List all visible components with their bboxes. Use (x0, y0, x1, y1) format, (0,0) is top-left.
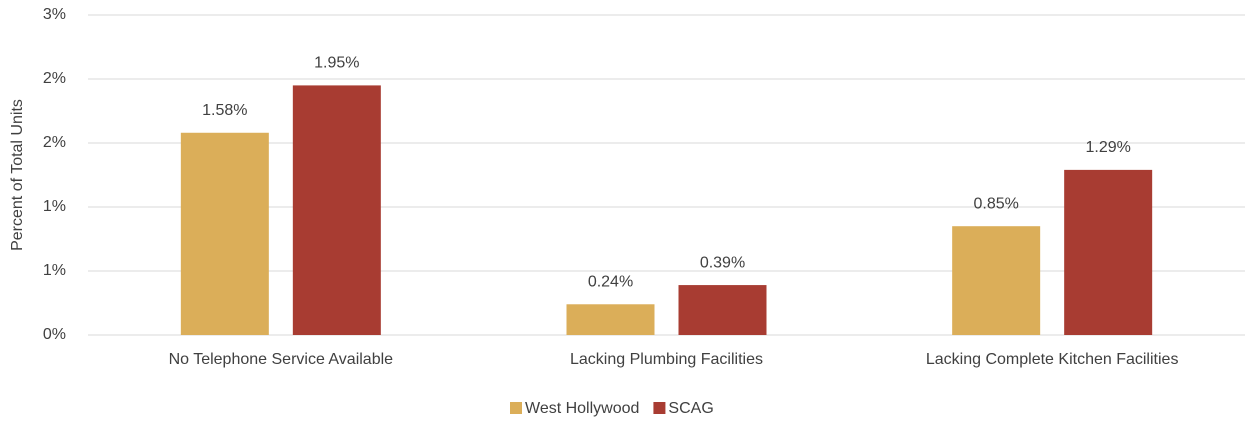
legend-label: West Hollywood (525, 400, 639, 417)
y-tick-label: 0% (43, 326, 66, 343)
bar (180, 132, 269, 335)
y-tick-label: 3% (43, 6, 66, 23)
y-axis-label: Percent of Total Units (9, 99, 26, 251)
bar (566, 304, 655, 335)
data-label: 1.58% (202, 102, 247, 119)
data-label: 1.29% (1085, 139, 1130, 156)
data-label: 0.24% (588, 273, 633, 290)
y-tick-label: 2% (43, 70, 66, 87)
y-tick-label: 1% (43, 198, 66, 215)
bar (292, 85, 381, 336)
legend-label: SCAG (668, 400, 713, 417)
x-tick-label: Lacking Plumbing Facilities (570, 351, 763, 368)
bar (1064, 169, 1153, 335)
bar (678, 285, 767, 335)
legend-swatch (510, 402, 522, 414)
legend-swatch (653, 402, 666, 414)
x-tick-label: No Telephone Service Available (169, 351, 394, 368)
data-label: 1.95% (314, 55, 359, 72)
x-tick-label: Lacking Complete Kitchen Facilities (926, 351, 1179, 368)
y-tick-label: 1% (43, 262, 66, 279)
y-tick-label: 2% (43, 134, 66, 151)
data-label: 0.39% (700, 254, 745, 271)
bar (952, 226, 1041, 335)
data-label: 0.85% (973, 195, 1018, 212)
